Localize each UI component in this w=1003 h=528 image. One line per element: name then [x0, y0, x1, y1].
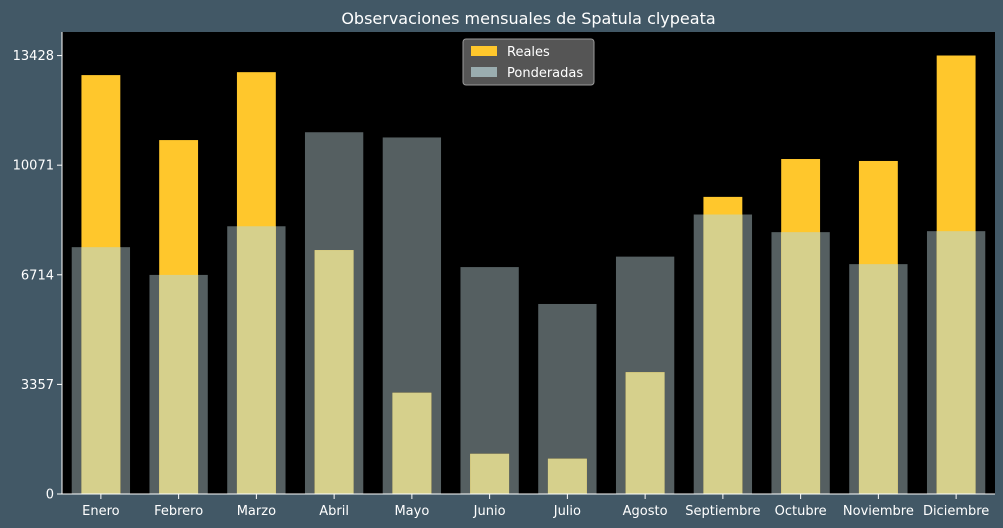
y-tick-label: 10071 — [13, 159, 54, 174]
legend-label-reales: Reales — [507, 45, 550, 60]
x-axis: Enero Febrero Marzo Abril Mayo Junio Julio Agos… — [62, 493, 995, 519]
bar-overlap-enero — [81, 247, 121, 494]
x-tick-label: Enero — [82, 504, 120, 519]
bar-overlap-abril — [314, 250, 354, 494]
bar-overlap-julio — [547, 458, 587, 494]
y-axis: 0 3357 6714 10071 13428 — [13, 32, 63, 503]
chart-title: Observaciones mensuales de Spatula clype… — [341, 9, 715, 28]
bar-overlap-febrero — [159, 274, 199, 494]
x-tick-label: Mayo — [394, 504, 429, 519]
x-tick-label: Diciembre — [923, 504, 989, 519]
series-reales — [81, 55, 976, 495]
x-tick-label: Noviembre — [843, 504, 914, 519]
y-tick-label: 0 — [46, 488, 54, 503]
y-tick-label: 3357 — [21, 378, 54, 393]
x-tick-label: Agosto — [623, 504, 668, 519]
plot-area — [62, 32, 995, 494]
bar-overlap-marzo — [236, 226, 276, 494]
bar-overlap-septiembre — [703, 214, 743, 495]
bar-overlap-diciembre — [936, 231, 976, 494]
legend-swatch-ponderadas — [471, 67, 497, 77]
y-tick-label: 13428 — [13, 49, 54, 64]
bar-overlap-noviembre — [858, 264, 898, 494]
bar-overlap-junio — [470, 453, 510, 494]
bar-overlap-agosto — [625, 372, 665, 494]
bar-overlap-mayo — [392, 392, 432, 494]
x-tick-label: Abril — [319, 504, 349, 519]
bar-overlap-octubre — [781, 232, 821, 495]
x-tick-label: Junio — [473, 504, 506, 519]
x-tick-label: Octubre — [775, 504, 827, 519]
x-tick-label: Febrero — [154, 504, 203, 519]
y-tick-label: 6714 — [21, 268, 54, 283]
x-tick-label: Julio — [553, 504, 581, 519]
legend: Reales Ponderadas — [462, 38, 595, 86]
x-tick-label: Marzo — [237, 504, 276, 519]
legend-label-ponderadas: Ponderadas — [507, 66, 583, 81]
legend-swatch-reales — [471, 46, 497, 56]
x-tick-label: Septiembre — [685, 504, 760, 519]
